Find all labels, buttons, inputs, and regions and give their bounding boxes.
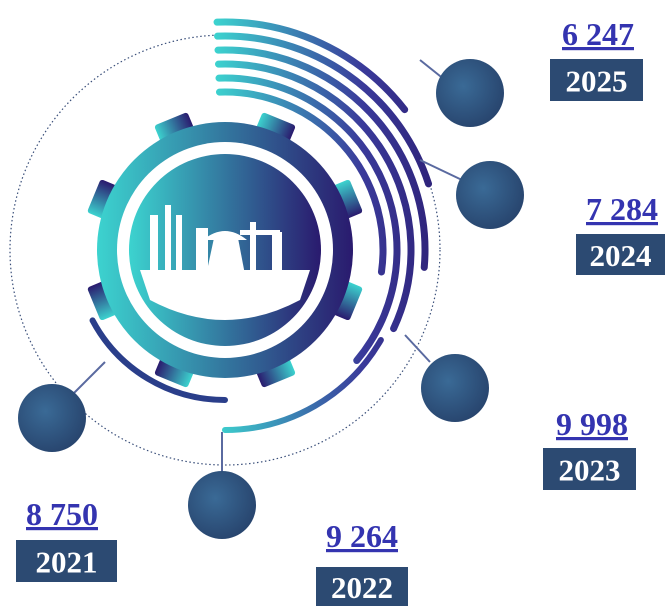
year-box xyxy=(576,234,665,275)
node-circle xyxy=(421,354,489,422)
node-circle xyxy=(456,161,524,229)
arc xyxy=(215,60,415,333)
connector xyxy=(73,361,106,394)
factory-part xyxy=(176,215,182,280)
arc xyxy=(215,88,387,276)
value-label: 6 247 xyxy=(562,16,634,52)
arcs xyxy=(89,18,433,433)
year-label: 2024 xyxy=(590,238,652,273)
year-label: 2022 xyxy=(331,570,393,605)
factory-part xyxy=(140,270,310,320)
gear xyxy=(87,112,363,388)
factory-part xyxy=(240,230,280,235)
nodes: 6 247 2025 7 284 2024 9 998 2023 9 264 2022 8 75… xyxy=(16,16,665,606)
value-label: 7 284 xyxy=(586,191,658,227)
connector xyxy=(404,334,431,363)
factory-part xyxy=(165,205,171,280)
year-label: 2025 xyxy=(566,64,628,99)
arc xyxy=(214,46,429,271)
value-label: 9 264 xyxy=(326,518,398,554)
arc xyxy=(214,32,433,188)
year-box xyxy=(16,540,117,582)
connector xyxy=(419,159,463,181)
year-box xyxy=(316,567,408,606)
value-label: 9 998 xyxy=(556,406,628,442)
factory-part xyxy=(250,222,256,280)
factory-part xyxy=(205,238,246,280)
factory-part xyxy=(150,215,158,280)
arc xyxy=(213,18,409,114)
node-circle xyxy=(436,59,504,127)
node-circle xyxy=(18,384,86,452)
factory-part xyxy=(203,231,247,240)
arc xyxy=(89,317,228,403)
year-box xyxy=(543,448,636,490)
node-circle xyxy=(188,471,256,539)
arc xyxy=(215,74,401,365)
year-label: 2023 xyxy=(559,453,621,488)
year-box xyxy=(550,59,643,101)
year-label: 2021 xyxy=(36,545,98,580)
factory-part xyxy=(272,232,282,280)
value-label: 8 750 xyxy=(26,496,98,532)
arc xyxy=(222,337,384,433)
factory-part xyxy=(196,228,208,280)
